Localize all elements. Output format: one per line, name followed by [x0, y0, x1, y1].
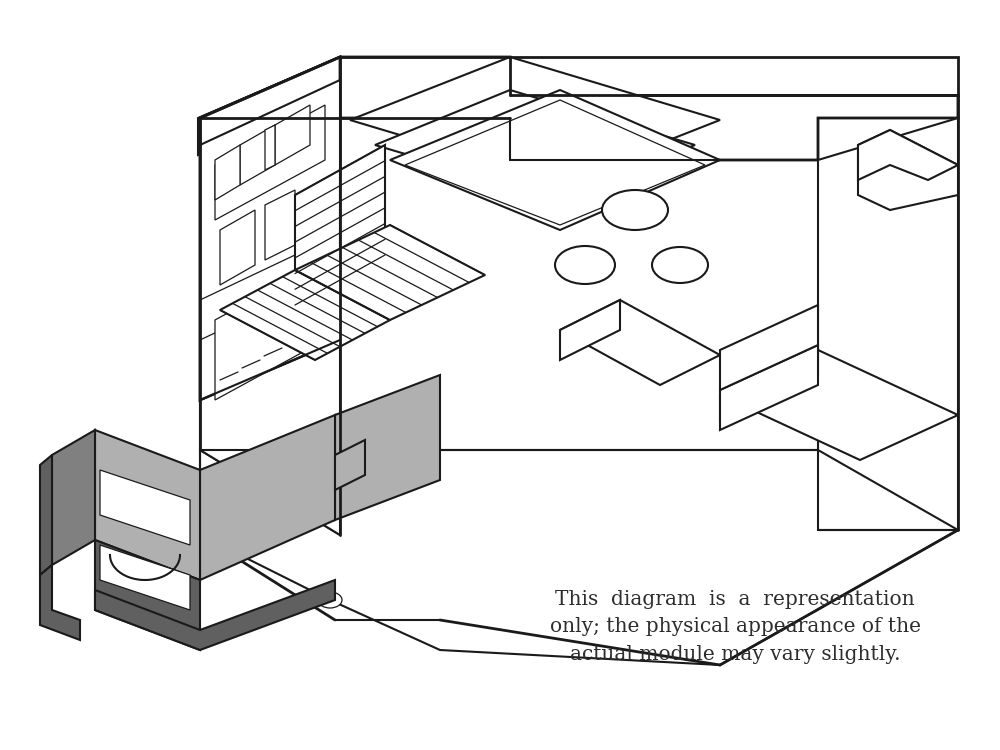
Polygon shape [405, 100, 705, 225]
Polygon shape [220, 210, 255, 285]
Polygon shape [858, 130, 958, 180]
Polygon shape [720, 350, 958, 460]
Polygon shape [215, 105, 325, 220]
Polygon shape [560, 300, 620, 360]
Polygon shape [720, 350, 818, 420]
Polygon shape [40, 455, 52, 575]
Polygon shape [40, 55, 960, 735]
Polygon shape [100, 470, 190, 545]
Polygon shape [375, 90, 695, 200]
Polygon shape [95, 580, 335, 650]
Polygon shape [200, 415, 335, 580]
Polygon shape [40, 565, 80, 640]
Polygon shape [198, 57, 340, 155]
Ellipse shape [555, 246, 615, 284]
Polygon shape [52, 430, 95, 565]
Polygon shape [295, 225, 485, 320]
Text: This  diagram  is  a  representation
only; the physical appearance of the
actual: This diagram is a representation only; t… [550, 590, 920, 664]
Polygon shape [220, 270, 390, 360]
Polygon shape [720, 345, 818, 430]
Polygon shape [215, 260, 325, 400]
Polygon shape [200, 80, 340, 400]
Polygon shape [200, 57, 340, 400]
Polygon shape [95, 430, 200, 580]
Polygon shape [858, 130, 958, 210]
Polygon shape [200, 57, 340, 535]
Polygon shape [350, 57, 720, 183]
Polygon shape [510, 57, 958, 95]
Polygon shape [265, 125, 275, 170]
Polygon shape [265, 190, 295, 260]
Polygon shape [100, 545, 190, 610]
Polygon shape [200, 255, 295, 340]
Polygon shape [200, 450, 958, 665]
Polygon shape [275, 105, 310, 165]
Polygon shape [720, 305, 818, 390]
Polygon shape [390, 90, 720, 230]
Polygon shape [340, 145, 385, 280]
Polygon shape [200, 57, 958, 160]
Polygon shape [295, 170, 340, 305]
Polygon shape [240, 125, 275, 185]
Ellipse shape [318, 592, 342, 608]
Polygon shape [95, 540, 200, 650]
Polygon shape [818, 95, 958, 530]
Ellipse shape [652, 247, 708, 283]
Ellipse shape [602, 190, 668, 230]
Polygon shape [560, 300, 720, 385]
Polygon shape [335, 440, 365, 490]
Polygon shape [215, 145, 240, 200]
Polygon shape [200, 105, 340, 535]
Polygon shape [335, 375, 440, 520]
